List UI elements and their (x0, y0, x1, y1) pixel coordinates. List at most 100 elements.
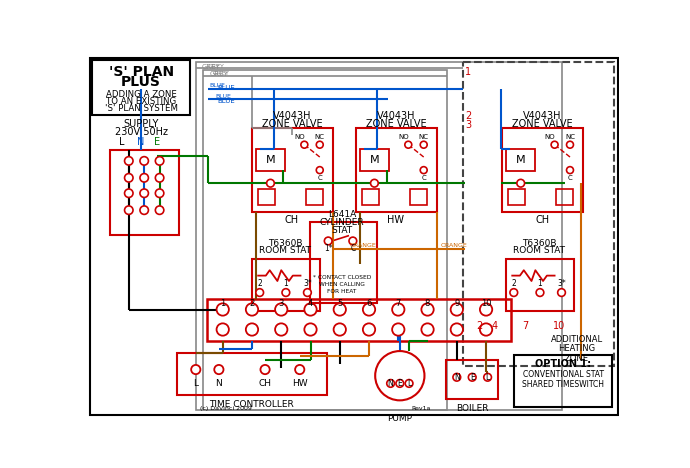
Text: M: M (516, 155, 526, 165)
Text: SUPPLY: SUPPLY (124, 119, 159, 129)
Text: ROOM STAT: ROOM STAT (259, 247, 311, 256)
Bar (359, 149, 389, 171)
Circle shape (420, 141, 427, 148)
Circle shape (155, 206, 164, 214)
Text: BLUE: BLUE (210, 83, 226, 88)
Bar (177, 352, 326, 395)
Text: 10: 10 (553, 321, 565, 331)
Text: ZONE VALVE: ZONE VALVE (262, 119, 322, 129)
Text: 2: 2 (511, 279, 516, 288)
Bar (463, 62, 614, 366)
Bar (506, 149, 535, 171)
Text: C: C (422, 175, 426, 181)
Text: 4: 4 (491, 321, 497, 331)
Circle shape (295, 365, 304, 374)
Text: CONVENTIONAL STAT: CONVENTIONAL STAT (522, 371, 604, 380)
Text: PUMP: PUMP (387, 414, 413, 423)
Text: M: M (266, 155, 275, 165)
Bar (110, 150, 179, 235)
Text: V4043H: V4043H (273, 111, 311, 121)
Text: 10: 10 (481, 299, 491, 308)
Circle shape (363, 303, 375, 315)
Text: SHARED TIMESWITCH: SHARED TIMESWITCH (522, 380, 604, 389)
Circle shape (217, 323, 229, 336)
Circle shape (275, 323, 288, 336)
Text: 1: 1 (465, 66, 471, 77)
Bar (252, 259, 319, 311)
Circle shape (566, 141, 573, 148)
Text: T6360B: T6360B (522, 239, 556, 248)
Bar (196, 62, 562, 410)
Circle shape (392, 303, 404, 315)
Text: N: N (215, 379, 222, 388)
Circle shape (140, 174, 148, 182)
Circle shape (125, 157, 133, 165)
Text: NO: NO (398, 134, 409, 140)
Bar (446, 360, 498, 399)
Text: 3*: 3* (303, 279, 312, 288)
Text: NC: NC (315, 134, 325, 140)
Text: TIME CONTROLLER: TIME CONTROLLER (209, 400, 293, 409)
Circle shape (551, 141, 558, 148)
Text: ADDITIONAL: ADDITIONAL (551, 335, 603, 344)
Circle shape (536, 289, 544, 296)
Circle shape (246, 303, 258, 315)
Bar (410, 190, 427, 205)
Circle shape (422, 323, 434, 336)
Text: OPTION 1:: OPTION 1: (535, 359, 591, 369)
Text: WHEN CALLING: WHEN CALLING (319, 282, 365, 287)
Circle shape (510, 289, 518, 296)
Circle shape (316, 141, 323, 148)
Circle shape (316, 167, 323, 174)
Text: Rev1a: Rev1a (411, 406, 431, 411)
Circle shape (246, 323, 258, 336)
Text: L: L (119, 138, 125, 147)
Text: ORANGE: ORANGE (350, 243, 377, 248)
Text: HW: HW (388, 215, 404, 225)
Text: L: L (407, 379, 411, 388)
Text: 1: 1 (220, 299, 226, 308)
Text: C: C (568, 175, 573, 181)
Circle shape (420, 167, 427, 174)
Text: FOR HEAT: FOR HEAT (328, 289, 357, 294)
Text: HW: HW (292, 379, 308, 388)
Circle shape (371, 179, 378, 187)
Bar (502, 128, 583, 212)
Text: C: C (317, 175, 322, 181)
Text: HEATING: HEATING (558, 344, 595, 353)
Text: NC: NC (565, 134, 575, 140)
Text: BLUE: BLUE (217, 98, 235, 104)
Text: NO: NO (295, 134, 305, 140)
Text: L641A: L641A (328, 210, 356, 219)
Circle shape (217, 303, 229, 315)
Text: 1: 1 (284, 279, 288, 288)
Bar (92, 60, 190, 116)
Circle shape (155, 189, 164, 197)
Bar (506, 259, 574, 311)
Bar (556, 190, 573, 205)
Bar (509, 190, 525, 205)
Text: 4: 4 (308, 299, 313, 308)
Text: CYLINDER: CYLINDER (319, 218, 364, 227)
Text: 3: 3 (465, 120, 471, 131)
Circle shape (480, 303, 492, 315)
Text: ORANGE: ORANGE (441, 243, 467, 248)
Text: 2: 2 (465, 111, 471, 121)
Text: ADDING A ZONE: ADDING A ZONE (106, 90, 177, 99)
Circle shape (324, 237, 332, 245)
Text: 2: 2 (257, 279, 262, 288)
Circle shape (282, 289, 290, 296)
Circle shape (469, 373, 476, 381)
Text: 7: 7 (395, 299, 401, 308)
Text: CH: CH (535, 215, 549, 225)
Circle shape (453, 373, 461, 381)
Text: N: N (454, 373, 460, 382)
Circle shape (396, 380, 404, 387)
Bar (362, 190, 379, 205)
Circle shape (304, 323, 317, 336)
Circle shape (392, 323, 404, 336)
Text: E: E (397, 379, 402, 388)
Text: 'S' PLAN: 'S' PLAN (108, 65, 174, 79)
Text: 3*: 3* (557, 279, 566, 288)
Circle shape (558, 289, 565, 296)
